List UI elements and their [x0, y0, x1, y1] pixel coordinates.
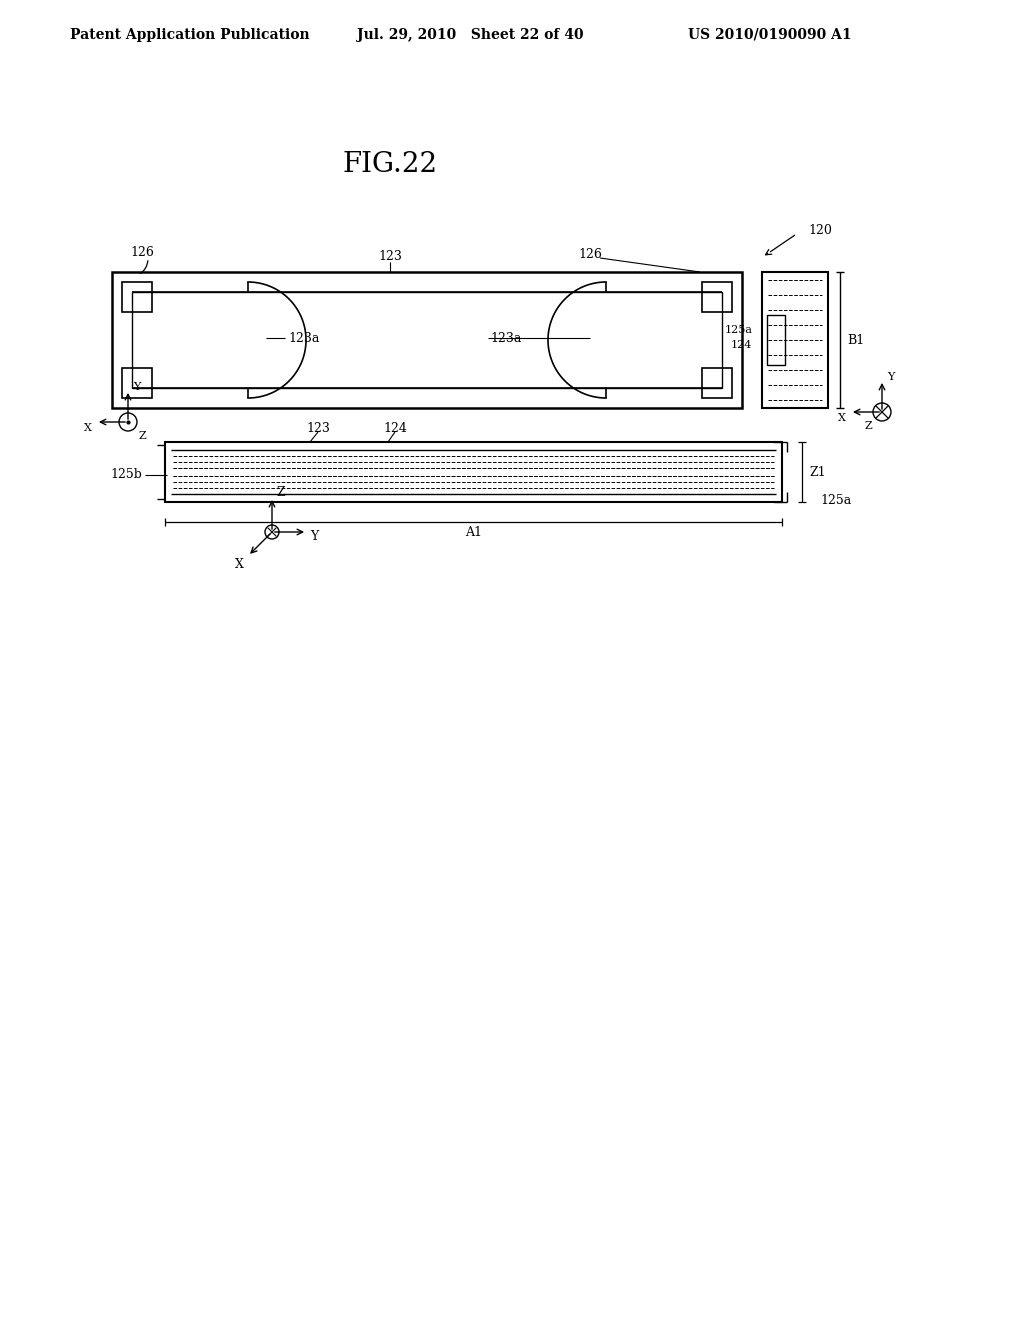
Bar — [702, 282, 732, 312]
Text: 126: 126 — [579, 248, 602, 261]
Text: B1: B1 — [848, 334, 864, 346]
Text: X: X — [838, 413, 846, 422]
Text: 123a: 123a — [490, 331, 521, 345]
Text: US 2010/0190090 A1: US 2010/0190090 A1 — [688, 28, 852, 42]
Text: FIG.22: FIG.22 — [342, 152, 437, 178]
Bar — [122, 282, 152, 312]
Text: Y: Y — [888, 372, 895, 381]
Text: 123: 123 — [378, 251, 402, 264]
Text: Patent Application Publication: Patent Application Publication — [71, 28, 310, 42]
Text: 123: 123 — [306, 421, 330, 434]
Text: 124: 124 — [731, 341, 752, 350]
Text: 124: 124 — [383, 421, 407, 434]
Bar — [112, 272, 742, 408]
Text: X: X — [234, 558, 244, 572]
Bar — [165, 442, 782, 502]
Text: Z: Z — [864, 421, 871, 432]
Bar — [762, 272, 828, 408]
Text: Jul. 29, 2010   Sheet 22 of 40: Jul. 29, 2010 Sheet 22 of 40 — [356, 28, 584, 42]
Text: 123a: 123a — [288, 331, 319, 345]
Text: X: X — [84, 422, 92, 433]
Text: Y: Y — [133, 381, 140, 392]
Text: 125b: 125b — [111, 469, 142, 482]
Text: A1: A1 — [465, 525, 482, 539]
Text: Z1: Z1 — [810, 466, 826, 479]
Text: 125a: 125a — [820, 494, 851, 507]
Text: Z: Z — [276, 486, 286, 499]
Bar — [767, 315, 785, 366]
Text: 126: 126 — [130, 246, 154, 259]
Bar — [122, 368, 152, 399]
Text: Y: Y — [310, 531, 318, 544]
Bar — [702, 368, 732, 399]
Text: Z: Z — [138, 432, 145, 441]
Text: 125a: 125a — [725, 325, 753, 335]
Text: 120: 120 — [808, 223, 831, 236]
Bar — [132, 292, 722, 388]
